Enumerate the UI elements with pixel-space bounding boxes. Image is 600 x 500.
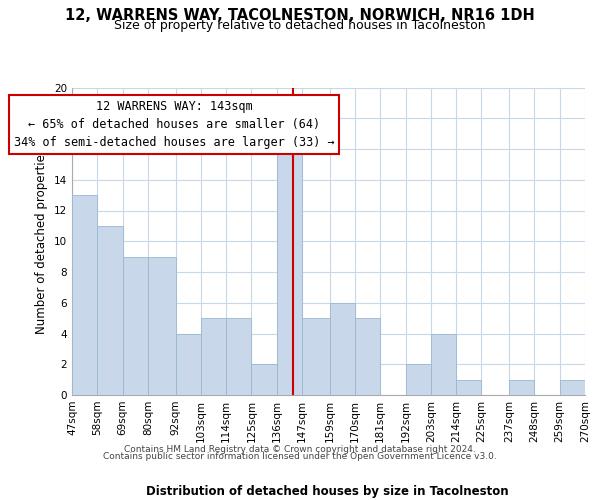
Bar — [226, 318, 251, 395]
Bar — [456, 380, 481, 395]
Bar — [431, 334, 456, 395]
Text: Contains public sector information licensed under the Open Government Licence v3: Contains public sector information licen… — [103, 452, 497, 461]
Bar — [148, 256, 176, 395]
Bar — [509, 380, 535, 395]
Text: 12 WARRENS WAY: 143sqm
← 65% of detached houses are smaller (64)
34% of semi-det: 12 WARRENS WAY: 143sqm ← 65% of detached… — [14, 100, 335, 149]
Bar — [355, 318, 380, 395]
Bar — [176, 334, 201, 395]
Bar — [201, 318, 226, 395]
Text: Size of property relative to detached houses in Tacolneston: Size of property relative to detached ho… — [114, 19, 486, 32]
Text: Distribution of detached houses by size in Tacolneston: Distribution of detached houses by size … — [146, 484, 508, 498]
Bar — [251, 364, 277, 395]
Text: Contains HM Land Registry data © Crown copyright and database right 2024.: Contains HM Land Registry data © Crown c… — [124, 445, 476, 454]
Y-axis label: Number of detached properties: Number of detached properties — [35, 148, 49, 334]
Bar — [72, 195, 97, 395]
Bar — [277, 149, 302, 395]
Bar — [97, 226, 122, 395]
Bar — [122, 256, 148, 395]
Bar — [302, 318, 329, 395]
Bar — [560, 380, 585, 395]
Bar — [329, 302, 355, 395]
Text: 12, WARRENS WAY, TACOLNESTON, NORWICH, NR16 1DH: 12, WARRENS WAY, TACOLNESTON, NORWICH, N… — [65, 8, 535, 22]
Bar — [406, 364, 431, 395]
